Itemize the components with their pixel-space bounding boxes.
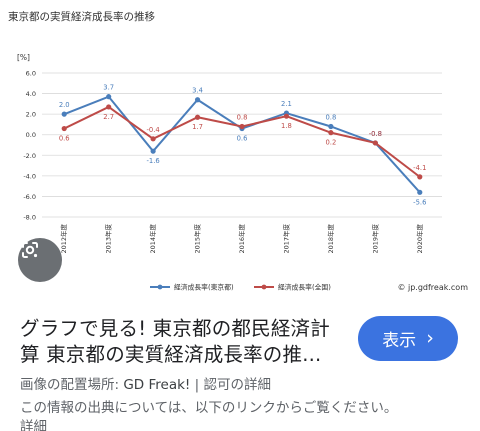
x-tick-label: 2013年度 [104,224,113,254]
legend-marker [261,284,267,290]
x-tick-label: 2017年度 [281,224,290,254]
result-info-panel: グラフで見る! 東京都の都民経済計 算 東京都の実質経済成長率の推... 表示 … [0,302,480,431]
source-separator: | [190,377,204,393]
data-point [328,130,334,136]
data-label: -5.6 [413,198,426,206]
legend-marker [157,284,163,290]
data-point [61,111,67,117]
y-tick-label: 6.0 [26,70,36,78]
result-title[interactable]: グラフで見る! 東京都の都民経済計 算 東京都の実質経済成長率の推... [20,316,350,368]
source-notice: この情報の出典については、以下のリンクからご覧ください。 詳細 [20,399,470,431]
data-point [194,114,201,120]
data-point [150,148,156,154]
data-label: 3.7 [103,84,114,92]
details-link[interactable]: 詳細 [20,419,47,431]
data-label: 0.8 [237,113,248,121]
source-prefix: 画像の配置場所: [20,377,124,393]
data-label: 1.8 [281,122,292,130]
x-tick-label: 2020年度 [415,224,424,254]
data-label: 0.8 [325,113,336,121]
show-button-label: 表示 [382,331,417,351]
data-label: 0.6 [237,135,248,143]
data-point [417,174,423,180]
show-button[interactable]: 表示 › [358,316,458,361]
y-tick-label: -6.0 [23,193,36,201]
data-label: -0.8 [369,130,382,138]
y-tick-label: -4.0 [23,172,36,180]
x-tick-label: 2016年度 [237,224,246,254]
source-notice-text: この情報の出典については、以下のリンクからご覧ください。 [20,400,398,416]
data-point [283,113,290,119]
source-line: 画像の配置場所: GD Freak! | 認可の詳細 [20,373,271,393]
line-chart: 東京都の実質経済成長率の推移 [%] 6.0 4.0 2.0 0.0 -2.0 -4.0 -… [8,10,468,292]
data-label: -4.1 [413,164,426,172]
chart-title: 東京都の実質経済成長率の推移 [8,10,155,23]
data-point [106,94,112,100]
data-label: 1.7 [192,123,203,131]
series-line-1 [63,95,421,193]
data-label: -0.4 [146,126,159,134]
data-label: -1.6 [146,157,159,165]
data-point [150,136,156,142]
legend-label: 経済成長率(全国) [278,283,331,292]
data-label: -0.8 [369,130,382,138]
y-tick-label: 2.0 [26,111,36,119]
data-label: 0.2 [325,139,336,147]
data-point [61,125,67,132]
license-details-link[interactable]: 認可の詳細 [203,377,271,393]
lens-icon [22,242,38,258]
data-label: 0.6 [59,135,70,143]
data-point [417,189,423,195]
chart-image[interactable]: 東京都の実質経済成長率の推移 [%] 6.0 4.0 2.0 0.0 -2.0 -4.0 -… [0,0,480,302]
legend-label: 経済成長率(東京都) [174,283,234,292]
data-point [106,104,112,110]
x-tick-label: 2019年度 [370,224,379,254]
y-tick-label: 0.0 [26,131,36,139]
watermark: © jp.gdfreak.com [397,283,468,292]
data-label: 2.0 [59,101,70,109]
source-domain[interactable]: GD Freak! [123,377,191,393]
y-tick-label: -2.0 [23,152,36,160]
result-title-line-1[interactable]: グラフで見る! 東京都の都民経済計 [20,317,330,340]
lens-search-button[interactable] [18,238,62,282]
chevron-right-icon: › [426,327,434,349]
y-tick-label: -8.0 [23,214,36,222]
x-tick-label: 2014年度 [148,224,157,254]
data-label: 2.7 [103,113,114,121]
x-tick-label: 2018年度 [326,224,335,254]
y-tick-label: 4.0 [26,90,36,98]
data-label: 3.4 [192,87,203,95]
result-title-line-2[interactable]: 算 東京都の実質経済成長率の推... [20,343,322,366]
data-point [194,97,201,103]
data-point [328,123,334,130]
x-tick-label: 2012年度 [59,224,68,254]
x-tick-label: 2015年度 [193,224,202,254]
data-point [239,123,245,130]
y-unit-label: [%] [17,53,30,62]
data-label: 2.1 [281,100,292,108]
data-point [372,140,378,146]
